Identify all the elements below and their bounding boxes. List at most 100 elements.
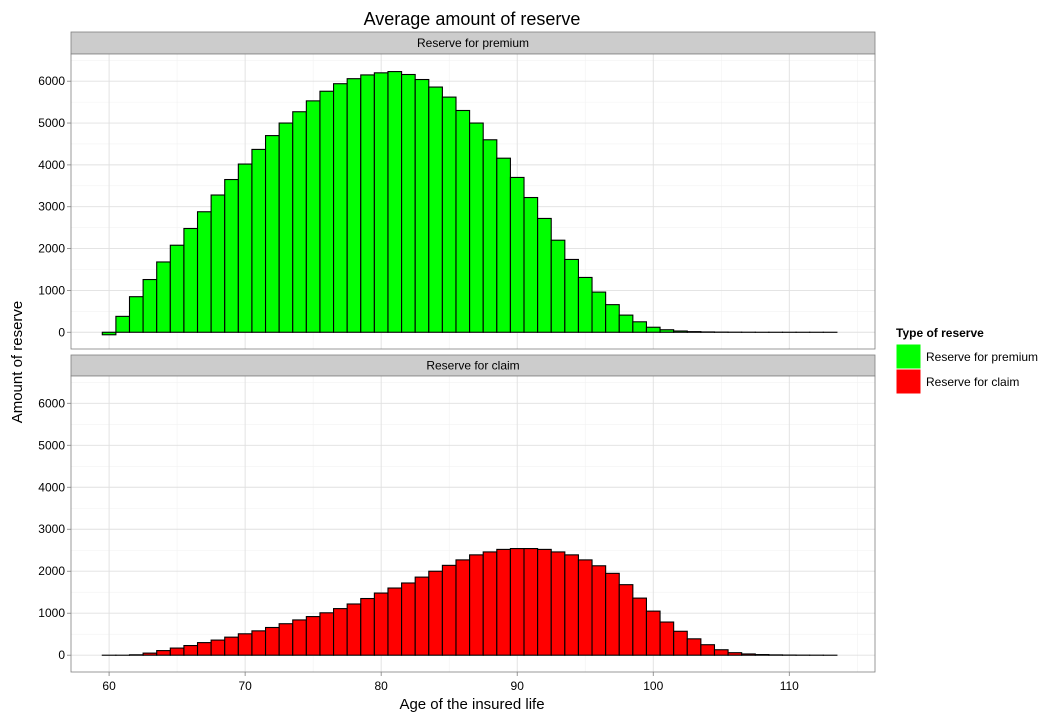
bar [305,616,321,656]
bar [251,630,267,656]
bar [319,612,335,656]
bar [686,638,702,656]
x-tick-label: 60 [102,679,116,693]
bar [523,196,539,333]
bar [605,304,620,333]
bar [673,630,688,656]
bar [564,554,579,656]
bar [264,626,280,656]
bar [210,639,226,656]
bar [101,331,117,336]
bar [645,326,661,333]
y-tick-label: 4000 [38,480,65,494]
legend-swatch [895,368,922,395]
legend-label: Reserve for premium [926,350,1038,364]
bar [333,608,348,656]
y-tick-label: 1000 [38,606,65,620]
bar [591,291,607,333]
y-tick-label: 6000 [38,74,65,88]
bar [455,559,471,656]
bar [537,217,552,333]
bar [713,649,729,656]
bar [591,565,607,656]
bar [659,329,675,333]
bar [251,148,267,333]
bar [632,321,648,333]
legend-swatch [895,343,922,370]
bar [237,633,253,656]
bar [686,331,702,333]
y-tick-label: 2000 [38,242,65,256]
bar [727,652,743,656]
bar [183,644,199,656]
bar [387,587,403,656]
facet-panels: Reserve for premium 0 1000 2000 3000 4000 5000… [38,31,876,673]
bar [496,157,511,333]
bar [401,582,416,656]
bar [618,584,634,656]
x-tick-label: 80 [374,679,388,693]
bar [645,610,661,656]
bar [550,239,566,333]
facet-panel: Reserve for claim 0 1000 2000 3000 4000 5000 60… [38,354,876,673]
bar [373,72,389,333]
y-tick-label: 4000 [38,158,65,172]
bar [278,623,294,656]
bar [373,592,389,656]
bar [196,211,212,333]
bar [169,244,185,333]
facet-strip-label: Reserve for claim [426,359,519,373]
bar [387,71,403,333]
y-tick-label: 6000 [38,396,65,410]
bar [659,621,675,656]
bar [292,111,307,333]
series-bars [101,71,838,336]
bar [441,96,457,333]
x-tick-label: 110 [780,679,799,693]
chart-title: Average amount of reserve [364,9,581,29]
bar [224,178,239,333]
bar [292,619,307,656]
bar [509,548,525,656]
bar [482,551,498,656]
legend-item: Reserve for claim [895,368,1019,395]
bar [632,597,648,656]
bar [278,122,294,333]
legend-item: Reserve for premium [895,343,1038,370]
bar [455,109,471,333]
bar [577,559,593,656]
bar [482,139,498,333]
bar [360,597,375,656]
bar [360,74,375,333]
bar [401,73,416,333]
bar [741,653,756,656]
bar [346,603,362,656]
bar [169,647,185,656]
y-tick-label: 2000 [38,564,65,578]
bar [441,564,457,656]
bar [414,78,430,333]
bar [142,278,158,333]
y-tick-label: 3000 [38,522,65,536]
bar [333,83,348,333]
bar [319,90,335,333]
x-tick-label: 90 [511,679,525,693]
bar [305,100,321,333]
bar [618,314,634,333]
x-tick-label: 100 [643,679,663,693]
bar [224,636,239,656]
bar [346,78,362,333]
bar [469,122,484,333]
y-tick-label: 0 [58,325,65,339]
bar [156,261,171,333]
bar [128,296,144,333]
bar [414,576,430,656]
bar [509,176,525,333]
bar [496,548,511,656]
facet-panel: Reserve for premium 0 1000 2000 3000 4000 5000… [38,31,876,350]
bar [605,572,620,656]
legend-label: Reserve for claim [926,375,1019,389]
bar [564,258,579,333]
bar [183,227,199,333]
bar [469,554,484,656]
